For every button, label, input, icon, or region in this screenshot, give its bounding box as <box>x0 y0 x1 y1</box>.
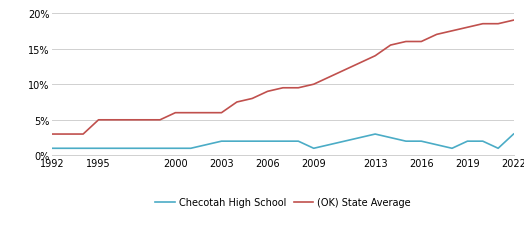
Checotah High School <box>464 140 471 143</box>
(OK) State Average <box>219 112 225 114</box>
Checotah High School <box>265 140 271 143</box>
Checotah High School <box>387 137 394 139</box>
(OK) State Average <box>249 98 255 100</box>
Checotah High School <box>95 147 102 150</box>
(OK) State Average <box>265 90 271 93</box>
(OK) State Average <box>357 62 363 65</box>
(OK) State Average <box>280 87 286 90</box>
(OK) State Average <box>341 69 347 72</box>
(OK) State Average <box>418 41 424 44</box>
Checotah High School <box>433 144 440 147</box>
(OK) State Average <box>372 55 378 58</box>
Legend: Checotah High School, (OK) State Average: Checotah High School, (OK) State Average <box>151 193 414 211</box>
Checotah High School <box>219 140 225 143</box>
Checotah High School <box>64 147 71 150</box>
(OK) State Average <box>64 133 71 136</box>
Checotah High School <box>80 147 86 150</box>
Checotah High School <box>111 147 117 150</box>
Checotah High School <box>403 140 409 143</box>
Checotah High School <box>172 147 179 150</box>
(OK) State Average <box>111 119 117 122</box>
(OK) State Average <box>80 133 86 136</box>
(OK) State Average <box>157 119 163 122</box>
(OK) State Average <box>311 83 317 86</box>
(OK) State Average <box>172 112 179 114</box>
Checotah High School <box>141 147 148 150</box>
(OK) State Average <box>464 27 471 30</box>
(OK) State Average <box>234 101 240 104</box>
(OK) State Average <box>126 119 133 122</box>
Checotah High School <box>249 140 255 143</box>
Checotah High School <box>126 147 133 150</box>
Checotah High School <box>372 133 378 136</box>
(OK) State Average <box>295 87 301 90</box>
Checotah High School <box>280 140 286 143</box>
(OK) State Average <box>95 119 102 122</box>
Checotah High School <box>203 144 209 147</box>
(OK) State Average <box>479 23 486 26</box>
Checotah High School <box>234 140 240 143</box>
(OK) State Average <box>449 30 455 33</box>
Checotah High School <box>295 140 301 143</box>
(OK) State Average <box>326 76 332 79</box>
Checotah High School <box>418 140 424 143</box>
(OK) State Average <box>433 34 440 37</box>
(OK) State Average <box>495 23 501 26</box>
Checotah High School <box>311 147 317 150</box>
(OK) State Average <box>387 44 394 47</box>
Checotah High School <box>510 133 517 136</box>
Checotah High School <box>157 147 163 150</box>
Checotah High School <box>326 144 332 147</box>
Checotah High School <box>188 147 194 150</box>
(OK) State Average <box>141 119 148 122</box>
(OK) State Average <box>203 112 209 114</box>
Checotah High School <box>49 147 56 150</box>
(OK) State Average <box>403 41 409 44</box>
(OK) State Average <box>49 133 56 136</box>
Checotah High School <box>479 140 486 143</box>
Line: (OK) State Average: (OK) State Average <box>52 21 514 134</box>
Checotah High School <box>449 147 455 150</box>
Line: Checotah High School: Checotah High School <box>52 134 514 149</box>
Checotah High School <box>341 140 347 143</box>
(OK) State Average <box>188 112 194 114</box>
(OK) State Average <box>510 20 517 22</box>
Checotah High School <box>495 147 501 150</box>
Checotah High School <box>357 137 363 139</box>
